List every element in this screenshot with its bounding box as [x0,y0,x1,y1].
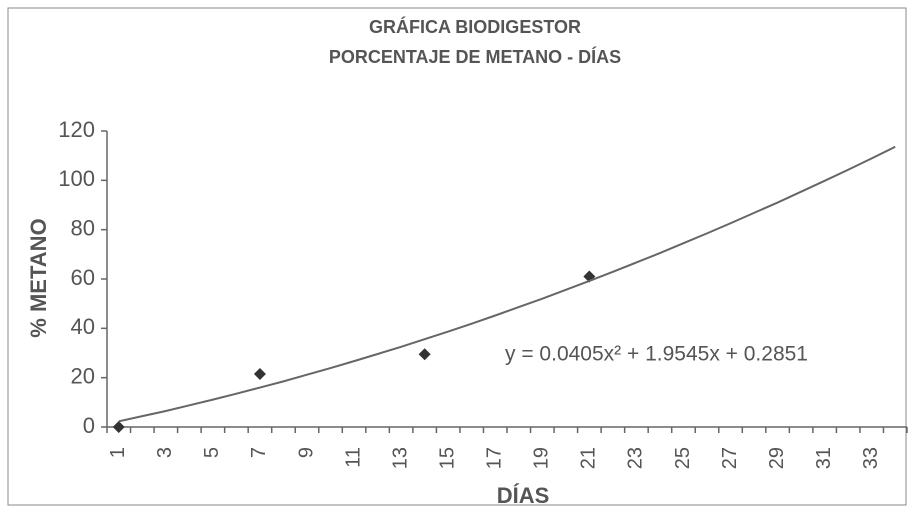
equation: y = 0.0405x² + 1.9545x + 0.2851 [505,343,808,366]
y-axis-label: % METANO [26,218,51,337]
x-tick-label: 3 [154,447,176,458]
x-tick-label: 11 [342,447,364,468]
x-tick-label: 13 [389,447,411,469]
x-axis-label: DÍAS [497,483,550,508]
y-tick-label: 20 [71,363,95,388]
x-tick-label: 9 [295,447,317,458]
x-tick-label: 5 [201,447,223,458]
x-tick-label: 27 [719,447,741,469]
y-tick-label: 80 [71,215,95,240]
y-tick-label: 40 [71,314,95,339]
x-tick-label: 1 [107,447,129,458]
data-point [112,421,125,433]
x-tick-label: 33 [860,447,882,469]
y-tick-label: 60 [71,265,95,290]
x-tick-label: 29 [766,447,788,469]
x-tick-label: 17 [484,447,506,469]
y-tick-label: 0 [83,413,95,438]
data-point [253,367,266,380]
data-point [418,348,431,361]
x-tick-label: 21 [578,447,600,469]
chart-frame [7,7,907,506]
chart-title: GRÁFICA BIODIGESTOR [369,16,581,37]
chart-subtitle: PORCENTAJE DE METANO - DÍAS [329,46,621,67]
x-tick-label: 7 [248,447,270,458]
x-tick-label: 15 [436,447,458,469]
x-tick-label: 23 [625,447,647,469]
x-tick-label: 25 [672,447,694,469]
y-tick-label: 100 [58,166,95,191]
trend-line [118,145,896,423]
y-tick-label: 120 [58,117,95,142]
x-tick-label: 19 [531,447,553,469]
x-tick-label: 31 [813,447,835,469]
